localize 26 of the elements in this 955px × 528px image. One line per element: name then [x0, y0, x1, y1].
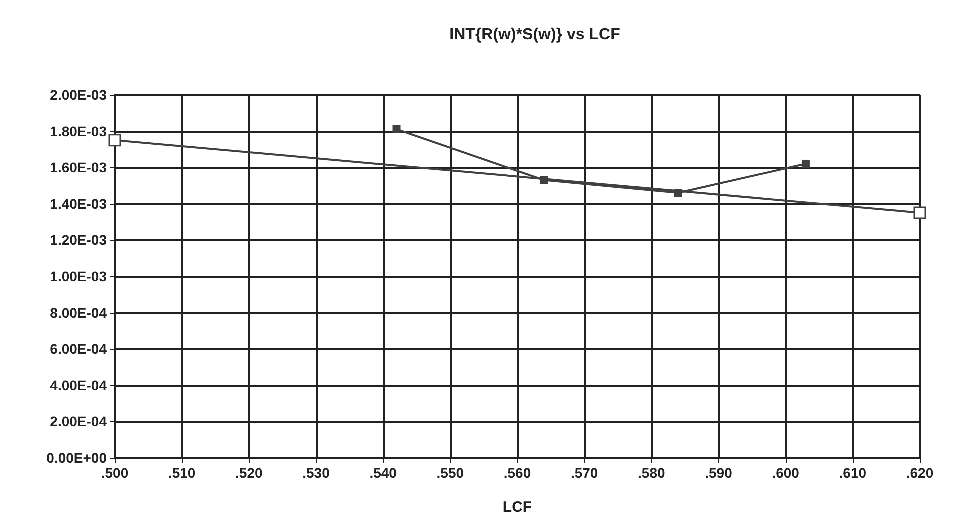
x-tick-label: .620 [906, 465, 934, 481]
x-tick-label: .530 [302, 465, 330, 481]
x-tick-label: .510 [168, 465, 196, 481]
y-tick-label: 1.20E-03 [50, 232, 108, 248]
x-tick-label: .520 [236, 465, 264, 481]
y-tick-label: 1.80E-03 [50, 123, 108, 140]
y-tick-label: 1.00E-03 [50, 268, 108, 284]
y-tick-label: 8.00E-04 [50, 304, 108, 321]
x-tick-label: .550 [436, 465, 464, 481]
x-tick-label: .590 [705, 465, 733, 481]
x-tick-label: .600 [772, 465, 800, 481]
y-tick-label: 2.00E-04 [50, 414, 108, 430]
y-tick-label: 2.00E-03 [50, 87, 108, 103]
y-tick-label: 4.00E-04 [50, 377, 108, 394]
y-tick-label: 1.40E-03 [50, 196, 108, 212]
y-tick-label: 1.60E-03 [50, 160, 108, 176]
y-tick-label: 0.00E+00 [46, 450, 108, 466]
x-tick-label: .570 [570, 465, 598, 481]
x-tick-label: .560 [504, 465, 532, 481]
x-tick-label: .610 [839, 465, 867, 481]
x-tick-label: .500 [101, 465, 129, 481]
chart-title: INT{R(w)*S(w)} vs LCF [450, 26, 621, 44]
x-tick-label: .580 [638, 465, 666, 481]
y-tick-label: 6.00E-04 [50, 341, 108, 358]
x-tick-label: .540 [370, 465, 398, 481]
x-axis-title: LCF [502, 499, 532, 516]
